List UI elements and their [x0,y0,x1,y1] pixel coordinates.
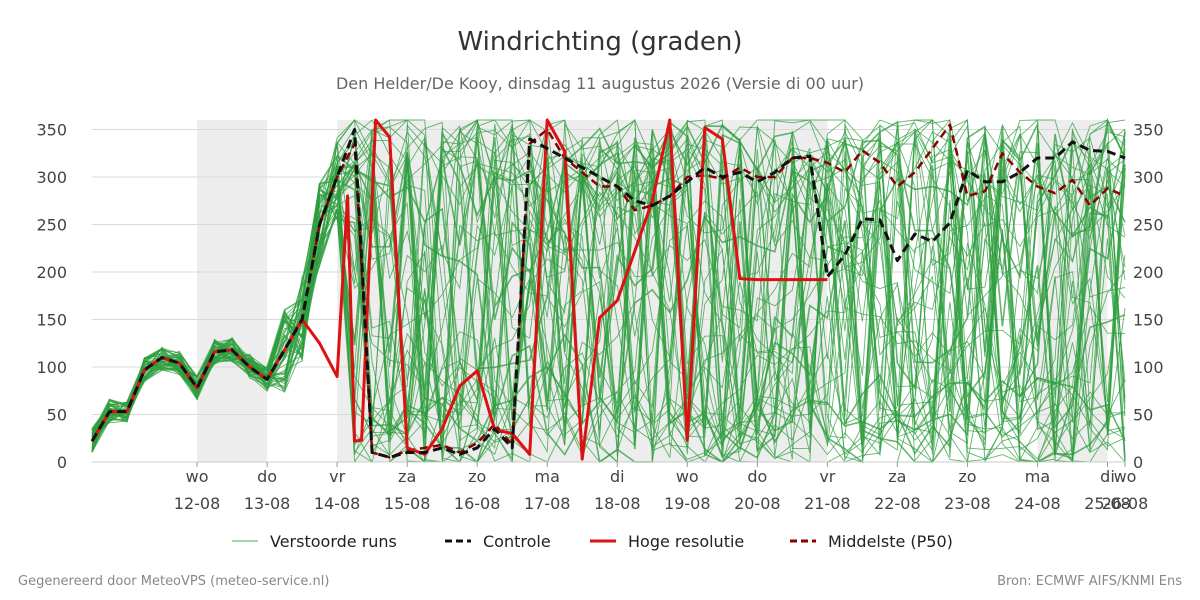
y-tick-label-left: 150 [36,311,67,330]
x-tick-day-label: wo [1114,467,1137,486]
y-tick-label-left: 350 [36,121,67,140]
y-tick-label-right: 200 [1133,263,1164,282]
chart-subtitle: Den Helder/De Kooy, dinsdag 11 augustus … [336,74,864,93]
x-tick-day-label: za [398,467,416,486]
y-tick-label-left: 0 [57,453,67,472]
shaded-period-0 [197,120,268,462]
ensemble-run-line [91,139,1126,437]
x-tick-date-label: 24-08 [1014,494,1061,513]
x-tick-day-label: do [257,467,277,486]
y-tick-label-left: 50 [47,406,67,425]
legend-label: Hoge resolutie [628,532,744,551]
x-tick-day-label: ma [535,467,560,486]
y-tick-label-right: 300 [1133,168,1164,187]
y-tick-label-right: 0 [1133,453,1143,472]
x-tick-day-label: zo [958,467,976,486]
footer-source: Bron: ECMWF AIFS/KNMI Ens [997,574,1182,589]
legend-label: Verstoorde runs [270,532,397,551]
legend: Verstoorde runs Controle Hoge resolutie Mid… [232,532,953,551]
y-tick-label-left: 100 [36,358,67,377]
x-tick-day-label: wo [676,467,699,486]
x-tick-day-label: zo [468,467,486,486]
ensemble-run-line [91,120,1126,464]
ensemble-run-line [91,126,1126,460]
x-tick-date-label: 14-08 [314,494,361,513]
x-tick-date-label: 17-08 [524,494,571,513]
ensemble-run-line [91,119,1126,446]
legend-label: Controle [483,532,551,551]
x-axis: wo 12-08 do 13-08 vr 14-08 za 15-08 zo 16-08 ma 17-… [92,461,1149,513]
y-tick-label-right: 100 [1133,358,1164,377]
y-axis-left: 0 50 100 150 200 250 300 350 [36,121,67,473]
y-tick-label-right: 250 [1133,216,1164,235]
series-line-controle [90,128,1126,459]
ensemble-run-line [91,123,1126,463]
x-tick-day-label: do [747,467,767,486]
x-tick-date-label: 18-08 [594,494,641,513]
x-tick-date-label: 19-08 [664,494,711,513]
x-tick-date-label: 21-08 [804,494,851,513]
x-tick-day-label: di [1100,467,1115,486]
x-tick-date-label: 26-08 [1102,494,1149,513]
y-tick-label-right: 350 [1133,121,1164,140]
chart-title: Windrichting (graden) [457,27,742,57]
x-tick-date-label: 25-08 [1084,494,1131,513]
x-tick-day-label: ma [1025,467,1050,486]
x-tick-day-label: vr [329,467,345,486]
x-tick-day-label: wo [186,467,209,486]
shaded-period-2 [1037,120,1108,462]
series-lines [90,118,1126,461]
x-tick-day-label: di [610,467,625,486]
y-tick-label-right: 50 [1133,406,1153,425]
footer-credit: Gegenereerd door MeteoVPS (meteo-service… [18,574,329,589]
legend-label: Middelste (P50) [828,532,953,551]
x-tick-date-label: 22-08 [874,494,921,513]
x-tick-date-label: 12-08 [174,494,221,513]
x-tick-day-label: za [888,467,906,486]
y-tick-label-right: 150 [1133,311,1164,330]
y-tick-label-left: 300 [36,168,67,187]
x-tick-date-label: 23-08 [944,494,991,513]
ensemble-runs [91,117,1126,464]
x-tick-date-label: 20-08 [734,494,781,513]
y-tick-label-left: 200 [36,263,67,282]
x-tick-date-label: 16-08 [454,494,501,513]
ensemble-run-line [91,119,1126,464]
y-tick-label-left: 250 [36,216,67,235]
x-tick-day-label: vr [819,467,835,486]
x-tick-date-label: 15-08 [384,494,431,513]
x-tick-date-label: 13-08 [244,494,291,513]
y-axis-right: 0 50 100 150 200 250 300 350 [1133,121,1164,473]
